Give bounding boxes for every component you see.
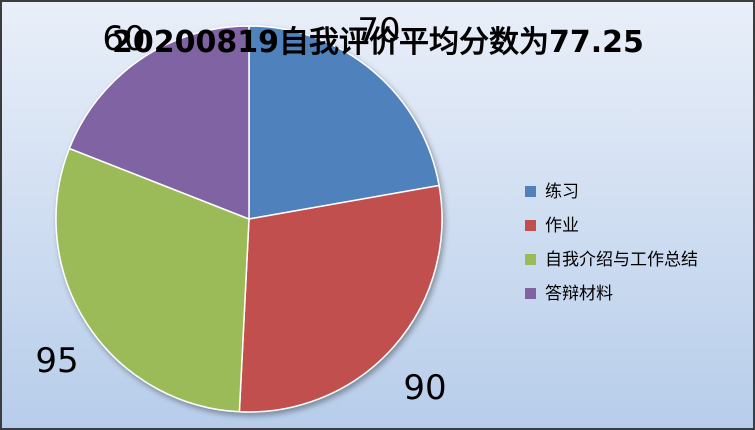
legend-swatch-3 [525,254,536,265]
legend-swatch-1 [525,186,536,197]
legend-label-4: 答辩材料 [545,284,613,304]
pie-slice-4 [68,25,250,221]
data-labels: 70 90 95 60 [35,11,446,408]
data-label-4: 60 [102,19,145,59]
data-label-1: 70 [357,11,400,51]
pie-slice-3 [55,147,250,413]
pie-slice-1 [248,25,440,220]
legend-swatch-4 [525,288,536,299]
legend-label-1: 练习 [545,182,579,202]
legend-swatch-2 [525,220,536,231]
legend-label-2: 作业 [545,216,579,236]
legend-label-3: 自我介绍与工作总结 [545,250,698,270]
data-label-3: 95 [35,341,78,381]
data-label-2: 90 [403,368,446,408]
chart-title: 20200819自我评价平均分数为77.25 [112,25,644,60]
pie-slice-2 [238,184,443,413]
pie-slices [55,25,443,413]
